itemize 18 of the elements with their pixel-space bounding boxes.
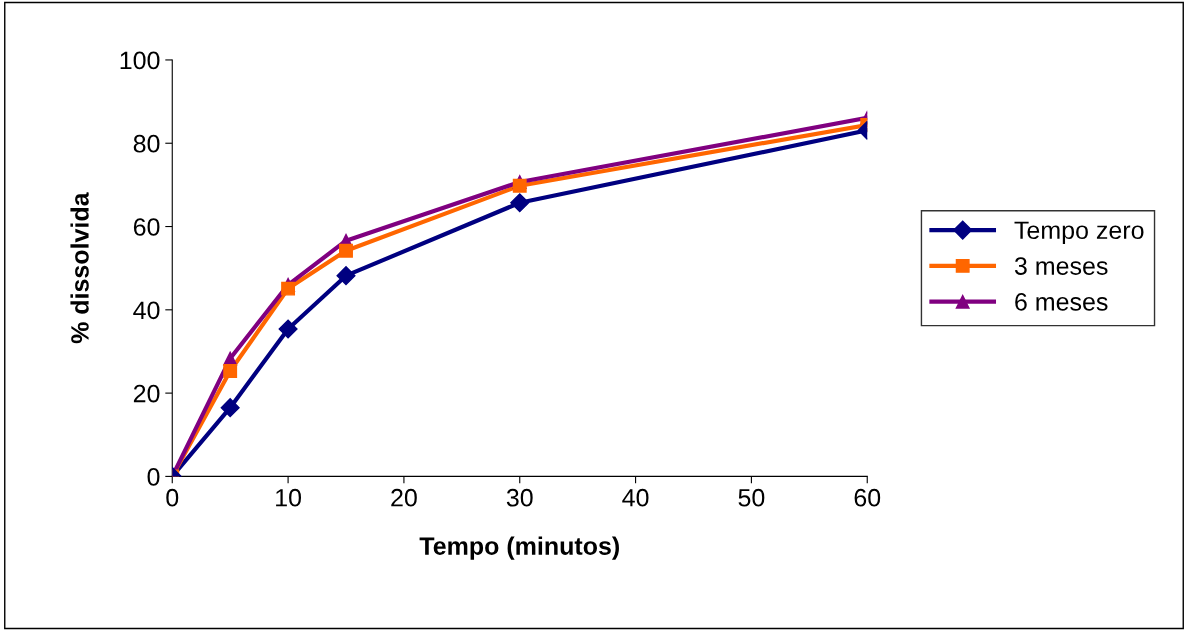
y-axis-title: % dissolvida <box>70 192 89 344</box>
y-tick-label: 60 <box>133 218 160 236</box>
y-tick-label: 80 <box>133 134 160 153</box>
y-tick-label: 0 <box>147 468 160 486</box>
x-tick-label: 40 <box>622 488 649 507</box>
x-axis-title: Tempo (minutos) <box>419 536 619 560</box>
x-tick-label: 10 <box>276 488 302 507</box>
legend-label: 3 meses <box>1014 257 1108 275</box>
x-tick-label: 50 <box>738 488 765 507</box>
x-tick-label: 0 <box>166 488 179 507</box>
x-tick-label: 30 <box>506 488 533 507</box>
legend-label: Tempo zero <box>1014 221 1144 245</box>
y-tick-label: 20 <box>133 384 160 403</box>
legend-label: 6 meses <box>1015 292 1108 311</box>
x-tick-label: 20 <box>391 488 417 507</box>
y-tick-label: 40 <box>133 301 160 320</box>
y-tick-label: 100 <box>120 51 160 70</box>
x-tick-label: 60 <box>854 488 881 507</box>
